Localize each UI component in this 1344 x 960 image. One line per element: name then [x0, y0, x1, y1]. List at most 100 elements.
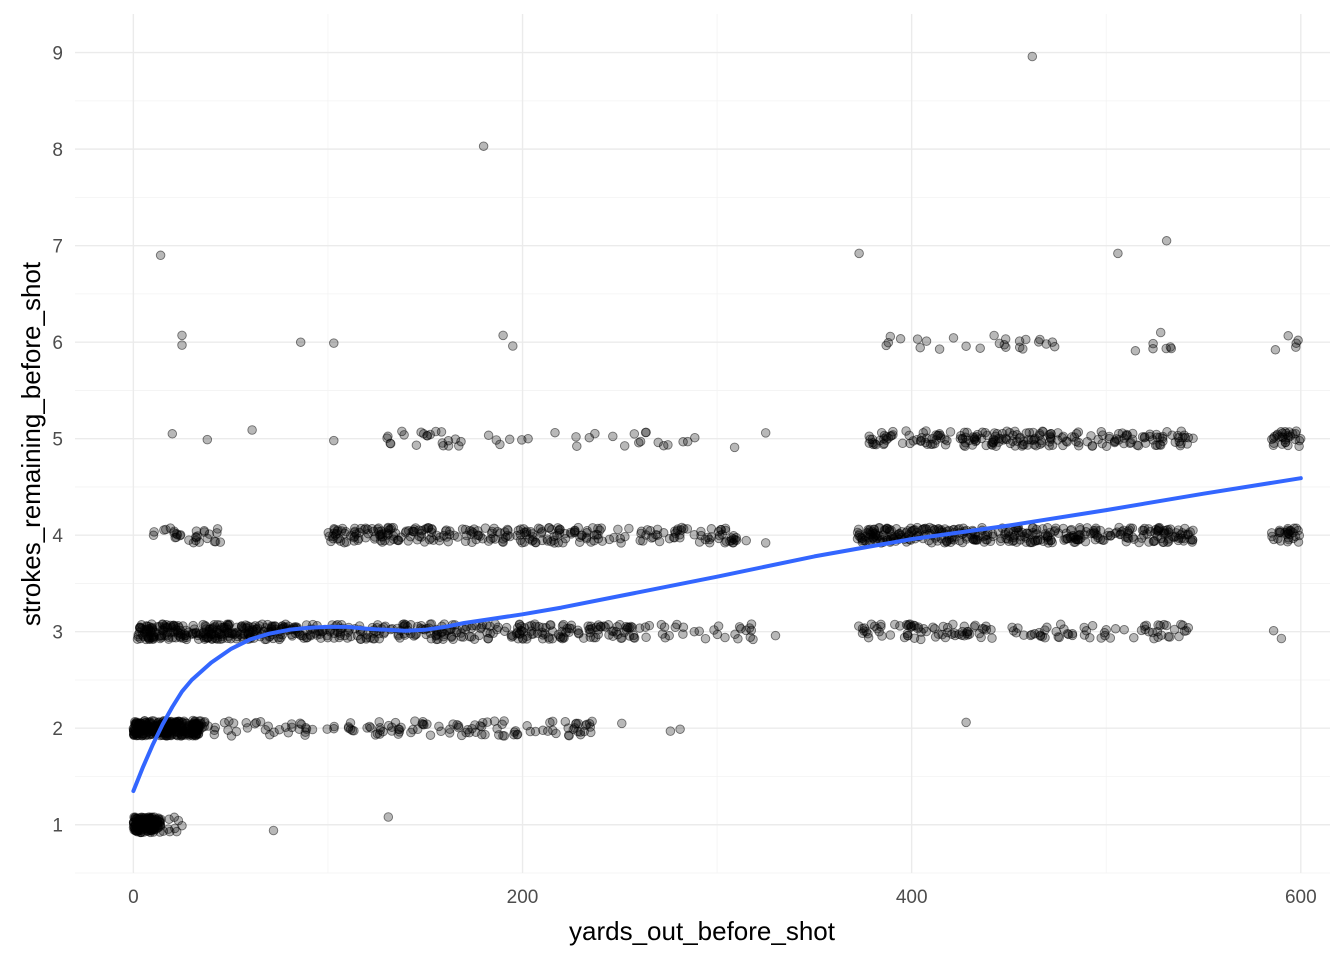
scatter-point — [280, 619, 291, 630]
scatter-point — [588, 632, 599, 643]
scatter-point — [1119, 624, 1129, 635]
scatter-point — [934, 524, 944, 534]
scatter-point — [467, 537, 477, 548]
scatter-point — [171, 529, 182, 539]
scatter-point — [641, 427, 651, 438]
scatter-point — [629, 632, 639, 643]
scatter-point — [434, 721, 444, 732]
scatter-point — [1035, 630, 1046, 641]
scatter-point — [550, 427, 560, 438]
scatter-point — [1096, 426, 1107, 437]
scatter-point — [376, 532, 386, 542]
scatter-point — [517, 537, 527, 548]
scatter-point — [374, 633, 385, 644]
y-tick-label: 8 — [52, 140, 63, 161]
scatter-point — [1270, 345, 1281, 355]
scatter-point-outlier — [383, 812, 394, 822]
scatter-point — [1021, 334, 1031, 345]
scatter-point — [412, 724, 423, 735]
scatter-point — [613, 524, 623, 535]
scatter-point — [1087, 620, 1098, 631]
scatter-point — [1105, 633, 1116, 643]
minor-gridlines — [75, 14, 1330, 874]
scatter-point — [1179, 430, 1189, 440]
scatter-point-outlier — [961, 717, 971, 728]
scatter-point — [295, 718, 305, 728]
scatter-point — [690, 432, 700, 443]
y-tick-label: 9 — [52, 44, 63, 65]
scatter-point — [1148, 338, 1158, 349]
scatter-point — [559, 633, 569, 643]
scatter-point-outlier — [617, 718, 627, 729]
scatter-point — [525, 527, 536, 537]
scatter-point — [343, 722, 354, 732]
scatter-point — [1042, 532, 1053, 543]
scatter-point — [1158, 436, 1168, 447]
scatter-point — [1010, 441, 1020, 451]
scatter-point — [1003, 527, 1014, 538]
scatter-point — [596, 523, 607, 533]
scatter-point — [523, 433, 533, 444]
scatter-point — [1104, 433, 1115, 444]
scatter-point — [1185, 527, 1195, 537]
scatter-point — [1101, 625, 1111, 635]
scatter-point — [694, 626, 704, 636]
scatter-point — [1066, 525, 1076, 536]
scatter-point — [987, 633, 997, 643]
scatter-point-outlier — [675, 724, 685, 734]
scatter-point — [1044, 429, 1054, 440]
scatter-point — [1158, 537, 1168, 548]
scatter-point — [1015, 432, 1025, 443]
scatter-point — [226, 731, 237, 741]
scatter-point — [180, 730, 190, 740]
scatter-point — [885, 630, 896, 640]
scatter-point — [397, 426, 407, 437]
scatter-point — [1015, 535, 1026, 545]
scatter-point — [436, 726, 446, 737]
scatter-point — [223, 619, 233, 630]
scatter-point-outlier — [1268, 625, 1279, 636]
scatter-point — [673, 524, 683, 534]
scatter-point — [859, 623, 870, 633]
scatter-point — [580, 720, 591, 730]
scatter-point — [581, 534, 592, 544]
scatter-point — [564, 731, 574, 741]
x-tick-label: 0 — [128, 887, 139, 908]
scatter-point — [912, 334, 923, 344]
scatter-point — [619, 441, 630, 451]
scatter-point — [248, 622, 258, 632]
scatter-point — [864, 431, 874, 441]
scatter-point — [976, 632, 986, 643]
scatter-point — [209, 620, 219, 630]
scatter-point — [975, 343, 985, 353]
scatter-point — [283, 728, 294, 738]
scatter-point — [913, 623, 923, 634]
scatter-point — [972, 534, 982, 545]
scatter-point-outlier — [1276, 633, 1287, 644]
scatter-point — [458, 632, 469, 642]
scatter-point — [1153, 632, 1163, 642]
scatter-point — [1057, 433, 1068, 443]
scatter-point — [441, 525, 452, 535]
scatter-point — [664, 630, 674, 641]
scatter-point-outlier — [1113, 248, 1123, 259]
scatter-point — [129, 730, 139, 741]
scatter-point — [949, 535, 959, 545]
scatter-point — [934, 344, 945, 354]
scatter-point — [541, 623, 551, 633]
scatter-point — [219, 717, 230, 728]
scatter-point — [260, 725, 271, 735]
scatter-point-outlier — [478, 141, 489, 151]
scatter-point-outlier — [155, 250, 166, 261]
scatter-point — [145, 820, 156, 830]
scatter-point — [1067, 432, 1077, 442]
scatter-point — [513, 525, 524, 536]
y-axis-tick-labels: 1 2 3 4 5 6 7 8 9 — [52, 44, 63, 837]
scatter-point — [1283, 440, 1293, 451]
scatter-point — [547, 634, 558, 644]
scatter-point — [356, 634, 366, 644]
scatter-point — [1159, 619, 1169, 630]
scatter-point-outlier — [295, 337, 306, 347]
scatter-point — [929, 623, 940, 634]
scatter-point — [986, 624, 996, 635]
